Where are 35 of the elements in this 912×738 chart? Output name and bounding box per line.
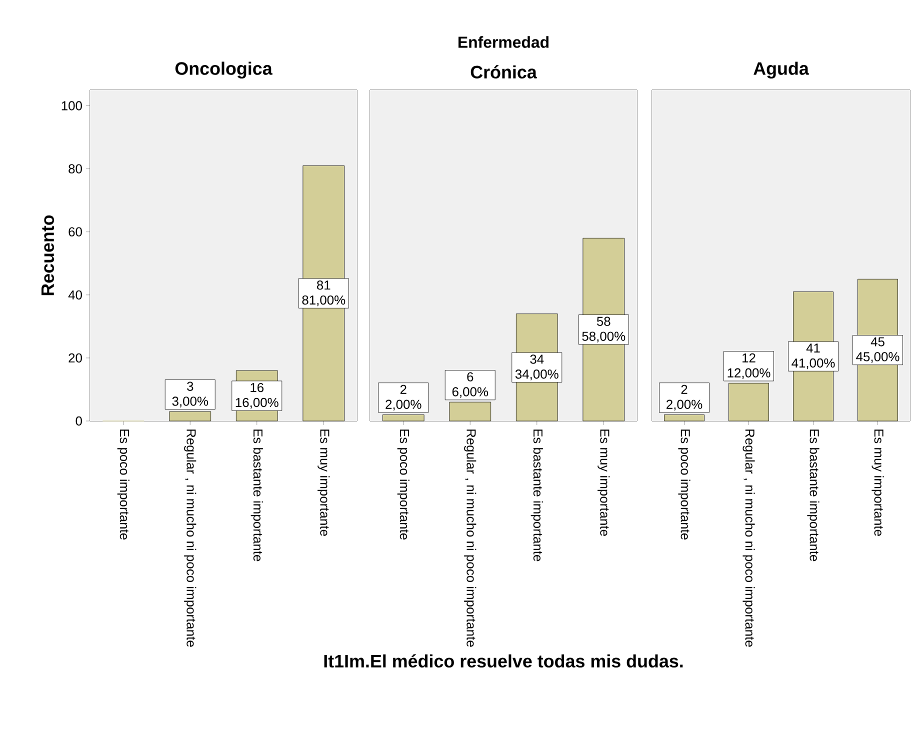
x-tick-label: Regular , ni mucho ni poco importante [184, 430, 196, 647]
x-tick-label: Es bastante importante [530, 430, 543, 562]
chart-title: Aguda [754, 62, 810, 78]
x-tick-label: Regular , ni mucho ni poco importante [464, 430, 476, 647]
y-tick-label: 0 [76, 416, 82, 426]
data-label: 2 2,00% [386, 384, 422, 410]
x-tick-label: Es poco importante [397, 430, 410, 540]
data-label: 58 58,00% [582, 316, 626, 342]
data-label: 3 3,00% [172, 382, 208, 408]
y-tick-label: 80 [68, 164, 82, 174]
y-tick-label: 20 [68, 353, 82, 363]
y-tick-label: 100 [62, 101, 82, 110]
x-tick-label: Es bastante importante [807, 430, 820, 562]
chart-title: Oncologica [175, 62, 272, 78]
data-label: 45 45,00% [856, 337, 900, 363]
data-label: 6 6,00% [452, 372, 488, 398]
data-label: 16 16,00% [236, 382, 278, 409]
data-label: 81 81,00% [302, 280, 346, 306]
x-tick-label: Es bastante importante [250, 430, 263, 562]
x-tick-label: Es muy importante [598, 430, 610, 536]
data-label: 2 2,00% [666, 384, 702, 410]
data-label: 34 34,00% [515, 354, 558, 380]
x-tick-label: Es muy importante [872, 430, 884, 536]
text: Enfermedad [458, 36, 549, 48]
data-label: 41 41,00% [792, 344, 835, 370]
y-axis-title: Recuento [42, 215, 54, 296]
data-label: 12 12,00% [728, 353, 770, 379]
y-tick-label: 60 [68, 227, 82, 236]
x-tick-label: Es muy importante [318, 430, 330, 536]
x-tick-label: Es poco importante [678, 430, 690, 540]
chart-title: Crónica [470, 65, 538, 78]
x-tick-label: Regular , ni mucho ni poco importante [742, 430, 755, 647]
y-tick-label: 40 [68, 290, 82, 300]
x-tick-label: Es poco importante [117, 430, 130, 540]
x-axis-title: It1Im.El médico resuelve todas mis dudas. [324, 654, 683, 668]
